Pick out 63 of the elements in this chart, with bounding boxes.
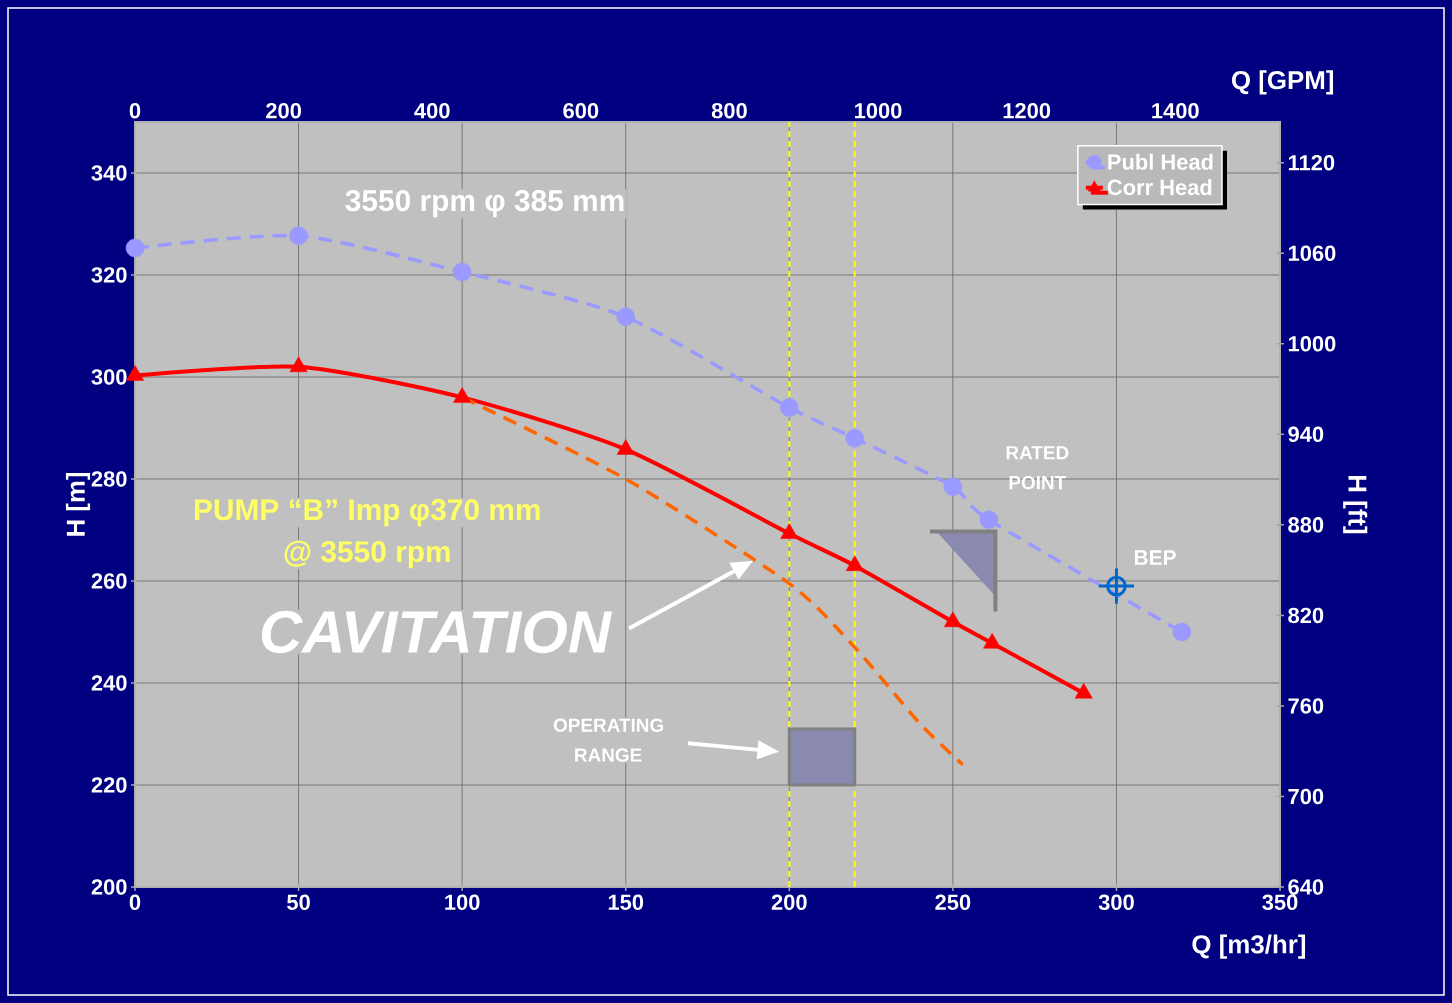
- y2-axis-title: H [ft]: [1343, 476, 1368, 534]
- x-tick-label: 350: [1262, 894, 1298, 911]
- x-tick-label: 250: [935, 894, 971, 911]
- x-axis-title: Q [m3/hr]: [1192, 934, 1306, 959]
- y2-tick-label: 760: [1288, 698, 1324, 714]
- point: [126, 365, 144, 381]
- point: [616, 307, 635, 327]
- annotation: PUMP “B” Imp φ370 mm: [194, 499, 540, 527]
- point: [943, 611, 962, 628]
- x2-tick-label: 1200: [1003, 102, 1051, 119]
- legend-label: Publ Head: [1108, 153, 1213, 170]
- annotation: RATED POINT: [1006, 446, 1069, 490]
- y-tick-label: 220: [91, 777, 127, 793]
- point: [943, 477, 963, 496]
- point: [452, 262, 472, 282]
- x2-tick-label: 400: [414, 102, 450, 119]
- point: [289, 226, 308, 245]
- annotation: BEP: [1134, 550, 1176, 565]
- y-tick-label: 240: [91, 675, 127, 691]
- y-tick-label: 280: [91, 471, 127, 487]
- annotation: CAVITATION: [261, 610, 613, 654]
- legend-label: Corr Head: [1107, 179, 1212, 196]
- annotation: @ 3550 rpm: [284, 540, 450, 569]
- y-tick-label: 320: [91, 267, 127, 283]
- point: [616, 439, 635, 455]
- point: [979, 510, 999, 530]
- y-tick-label: 340: [91, 165, 127, 181]
- x2-tick-label: 800: [711, 102, 747, 119]
- point: [845, 428, 864, 448]
- y-tick-label: 200: [91, 879, 127, 895]
- point: [453, 387, 472, 403]
- x-tick-label: 150: [608, 894, 644, 911]
- point: [845, 555, 864, 571]
- y-tick-label: 260: [91, 573, 127, 589]
- annotation: 3550 rpm φ 385 mm: [345, 190, 624, 218]
- x2-tick-label: 600: [563, 102, 599, 119]
- y2-tick-label: 700: [1288, 788, 1324, 805]
- x-tick-label: 50: [287, 894, 310, 911]
- y2-tick-label: 640: [1288, 879, 1324, 895]
- y2-tick-label: 1120: [1288, 154, 1335, 171]
- x-tick-label: 0: [129, 894, 141, 911]
- y2-tick-label: 820: [1288, 607, 1324, 624]
- x2-tick-label: 0: [129, 102, 141, 119]
- x2-tick-label: 1000: [855, 102, 902, 119]
- annotation: OPERATING RANGE: [553, 718, 664, 762]
- point: [780, 523, 799, 539]
- x2-tick-label: 200: [266, 102, 301, 119]
- y-tick-label: 300: [91, 369, 127, 385]
- y-axis-title: H [m]: [65, 472, 91, 536]
- point: [289, 356, 308, 373]
- point: [125, 238, 145, 258]
- y2-tick-label: 1060: [1288, 245, 1336, 262]
- y2-tick-label: 880: [1288, 517, 1324, 533]
- y2-tick-label: 1000: [1288, 336, 1336, 352]
- point: [1074, 682, 1093, 699]
- x2-axis-title: Q [GPM]: [1231, 70, 1334, 95]
- x-tick-label: 300: [1098, 894, 1134, 911]
- x-tick-label: 100: [445, 894, 480, 911]
- x2-tick-label: 1400: [1152, 102, 1199, 119]
- point: [983, 632, 1002, 649]
- point: [780, 398, 799, 417]
- x-tick-label: 200: [771, 894, 807, 911]
- y2-tick-label: 940: [1288, 426, 1324, 443]
